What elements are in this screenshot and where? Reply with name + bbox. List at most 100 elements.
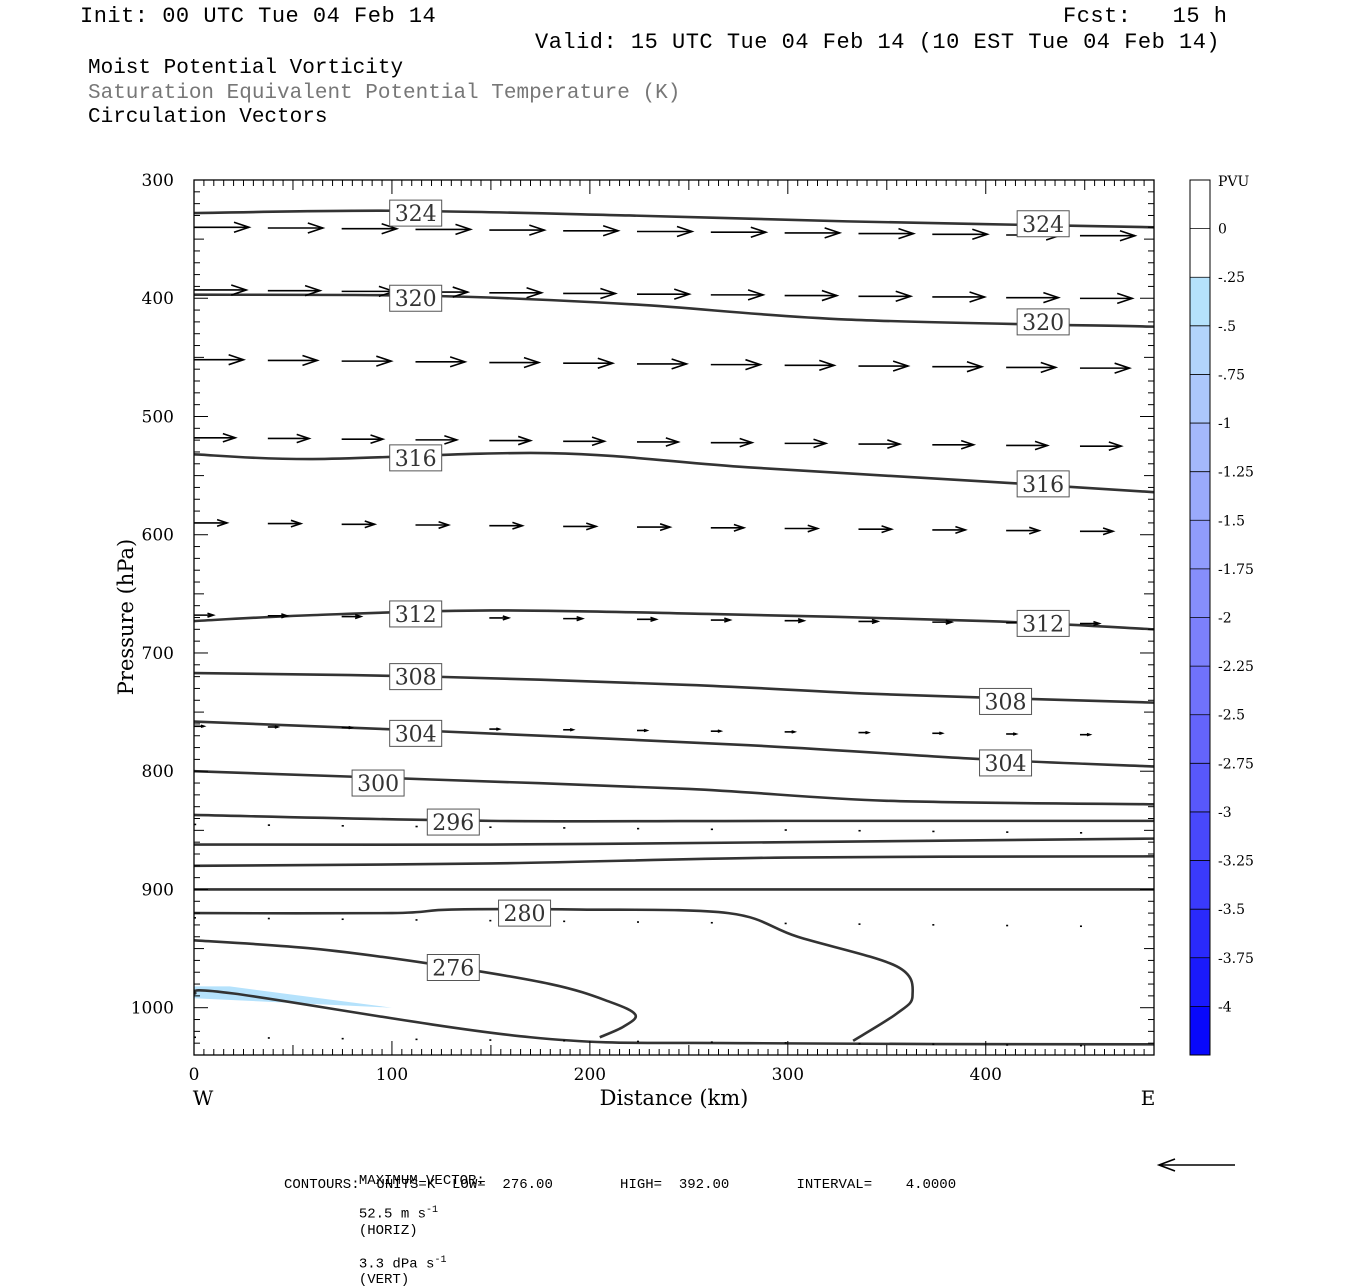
circulation-vector-5-12 xyxy=(1079,620,1102,627)
circulation-vector-4-6 xyxy=(636,523,673,532)
contour-label-320-1: 320 xyxy=(1022,311,1064,336)
vector-head xyxy=(586,522,599,531)
contour-line-276 xyxy=(194,939,638,1039)
circulation-vector-6-2 xyxy=(341,725,355,730)
circulation-vector-2-3 xyxy=(415,356,468,368)
vector-head xyxy=(207,612,216,618)
x-tick-label: 200 xyxy=(574,1065,606,1085)
y-axis-label: Pressure (hPa) xyxy=(114,539,138,695)
vector-head xyxy=(274,725,281,729)
circulation-vector-6-4 xyxy=(489,727,502,731)
colorbar-level-label: -2 xyxy=(1218,611,1232,627)
colorbar-level-label: -.25 xyxy=(1218,270,1245,286)
colorbar-swatch-0 xyxy=(1190,180,1210,230)
colorbar-swatch-6 xyxy=(1190,471,1210,521)
vector-head xyxy=(1116,292,1135,305)
vector-head xyxy=(376,355,394,367)
contour-label-280-0: 280 xyxy=(504,902,546,927)
vector-head xyxy=(724,617,733,623)
vector-head xyxy=(821,289,840,302)
colorbar-level-label: -2.75 xyxy=(1218,756,1254,772)
vector-head xyxy=(228,354,247,366)
contour-label-box-316-1 xyxy=(1016,470,1070,498)
vector-head xyxy=(1028,526,1042,535)
colorbar-title: PVU xyxy=(1218,174,1250,190)
vector-head xyxy=(304,284,323,297)
circulation-vector-6-0 xyxy=(194,724,207,729)
contour-label-312-0: 312 xyxy=(395,603,437,628)
circulation-vector-1-4 xyxy=(489,287,545,299)
contour-label-276-0: 276 xyxy=(432,957,474,982)
circulation-vector-4-2 xyxy=(341,520,378,529)
colorbar-swatch-9 xyxy=(1190,617,1210,667)
vector-head xyxy=(960,439,977,450)
circulation-vector-3-7 xyxy=(710,437,755,448)
vector-head xyxy=(449,356,468,368)
circulation-vector-6-11 xyxy=(1006,732,1019,736)
contour-label-box-304-0 xyxy=(389,719,443,747)
contour-line-unlabeled-13 xyxy=(194,988,1154,1046)
colorbar-level-label: -2.25 xyxy=(1218,659,1254,675)
vector-head xyxy=(938,731,945,736)
circulation-vector-6-7 xyxy=(710,729,724,733)
vector-head xyxy=(1034,440,1050,451)
colorbar-swatch-13 xyxy=(1190,811,1210,862)
vector-head xyxy=(972,228,990,241)
circulation-vector-3-8 xyxy=(784,438,829,449)
circulation-vector-5-8 xyxy=(784,618,807,624)
circulation-vector-6-12 xyxy=(1079,732,1093,737)
contour-info: CONTOURS: UNITS=K LOW= 276.00 HIGH= 392.… xyxy=(284,1177,957,1193)
colorbar-swatch-3 xyxy=(1190,325,1210,375)
contour-label-324-0: 324 xyxy=(395,202,437,227)
plot-frame xyxy=(193,179,1155,1056)
circulation-vector-4-11 xyxy=(1006,526,1042,535)
vector-head xyxy=(1114,362,1133,374)
circulation-vector-1-11 xyxy=(1006,291,1061,304)
vector-head xyxy=(591,436,607,447)
circulation-vector-3-1 xyxy=(267,433,312,444)
circulation-vector-1-8 xyxy=(784,289,840,302)
contour-label-box-312-0 xyxy=(389,600,443,628)
colorbar-level-label: -4 xyxy=(1218,999,1232,1015)
vector-head xyxy=(438,520,452,530)
x-left-label: W xyxy=(193,1086,214,1110)
colorbar-level-label: -.5 xyxy=(1218,319,1236,335)
circulation-vector-4-10 xyxy=(932,525,968,534)
vector-head xyxy=(517,435,534,446)
contour-label-324-1: 324 xyxy=(1022,213,1064,238)
field-title-3: Circulation Vectors xyxy=(88,106,328,129)
vector-head xyxy=(673,288,692,300)
vector-head xyxy=(233,221,252,234)
vector-head xyxy=(892,360,911,372)
vector-head xyxy=(750,226,769,238)
vector-head xyxy=(381,222,400,235)
circulation-vector-2-0 xyxy=(194,354,247,366)
circulation-vector-1-7 xyxy=(710,289,766,301)
circulation-vector-5-1 xyxy=(267,613,290,619)
x-tick-label: 300 xyxy=(772,1065,804,1085)
circulation-vector-2-11 xyxy=(1006,361,1059,374)
vector-head xyxy=(529,224,547,236)
vector-head xyxy=(290,519,304,528)
circulation-vector-0-6 xyxy=(636,225,695,238)
vector-head xyxy=(455,223,474,236)
colorbar-swatch-5 xyxy=(1190,423,1210,473)
circulation-vector-5-7 xyxy=(710,617,733,623)
contour-label-box-316-0 xyxy=(389,444,443,472)
circulation-vector-2-6 xyxy=(636,358,690,370)
y-tick-label: 700 xyxy=(142,644,174,664)
vector-head xyxy=(733,523,747,532)
vector-head xyxy=(452,286,471,298)
vector-head xyxy=(1119,229,1138,242)
vector-head xyxy=(1102,527,1116,536)
circulation-vector-3-11 xyxy=(1006,440,1050,451)
vector-head xyxy=(602,225,621,237)
circulation-vector-1-0 xyxy=(194,284,249,296)
max-vector-label: MAXIMUM VECTOR: xyxy=(358,1173,485,1189)
contour-label-box-308-0 xyxy=(389,663,443,691)
forecast-hour: Fcst: 15 h xyxy=(1063,4,1228,29)
vector-head xyxy=(819,359,837,372)
vector-head xyxy=(597,357,616,369)
vector-head xyxy=(1093,620,1102,627)
circulation-vector-4-3 xyxy=(415,520,452,530)
